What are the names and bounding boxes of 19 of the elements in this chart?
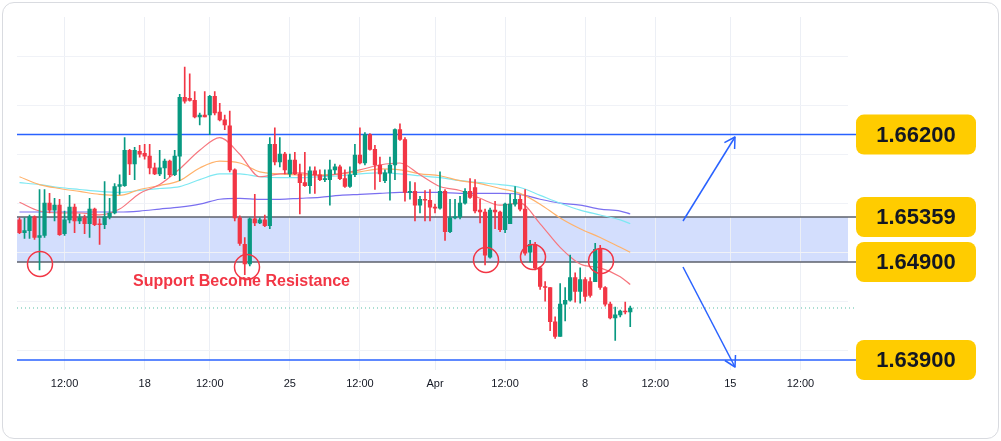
x-tick-label: 12:00 xyxy=(346,377,374,390)
ref-line-label: 1.65359 xyxy=(876,204,956,230)
x-tick-label: 12:00 xyxy=(641,377,670,390)
ref-line-label: 1.63900 xyxy=(876,347,956,373)
x-tick-label: 18 xyxy=(138,377,151,390)
x-tick-label: 12:00 xyxy=(50,377,79,390)
candlestick xyxy=(422,190,428,222)
x-tick-label: 12:00 xyxy=(491,377,519,390)
ref-line-label: 1.66200 xyxy=(876,121,956,147)
x-tick-label: 12:00 xyxy=(786,377,815,390)
x-tick-label: 8 xyxy=(582,377,589,390)
candlestick xyxy=(407,181,413,200)
candlestick xyxy=(302,151,307,187)
x-tick-label: 15 xyxy=(724,377,737,390)
x-tick-label: Apr xyxy=(426,377,444,390)
annotation: Support Become Resistance xyxy=(133,272,351,290)
x-tick-label: 25 xyxy=(283,377,296,390)
x-tick-label: 12:00 xyxy=(195,377,224,390)
ref-line-label: 1.64900 xyxy=(876,249,956,275)
